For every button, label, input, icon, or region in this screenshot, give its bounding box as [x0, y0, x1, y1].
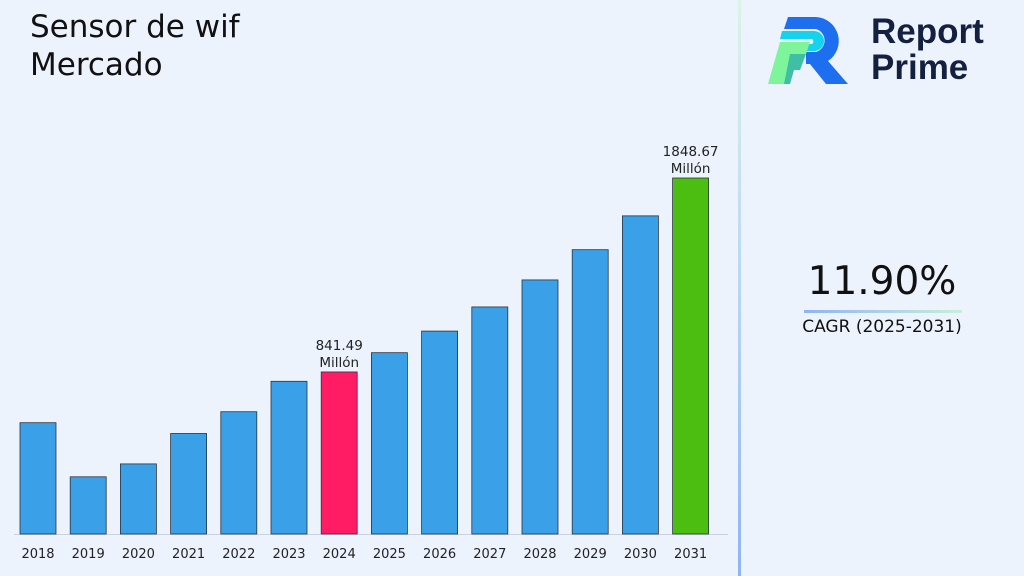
bar-2018 [19, 422, 57, 535]
x-tick-label: 2021 [172, 547, 205, 562]
data-label-2024: Millón [319, 355, 359, 371]
chart-title: Sensor de wif Mercado [30, 9, 240, 83]
x-tick-label: 2020 [122, 547, 155, 562]
divider [738, 0, 741, 576]
x-tick-label: 2023 [272, 547, 305, 562]
x-tick-label: 2025 [373, 547, 406, 562]
bar-2026 [421, 330, 459, 535]
x-tick-label: 2027 [473, 547, 506, 562]
bar-2025 [370, 352, 408, 535]
x-tick-label: 2030 [624, 547, 657, 562]
logo-mark-icon [768, 17, 848, 84]
bar-2028 [521, 279, 559, 535]
bar-2020 [120, 463, 157, 535]
bar-2030 [622, 215, 659, 535]
bar-2031 [672, 177, 709, 535]
bar-2022 [220, 411, 258, 535]
bar-2023 [270, 380, 308, 535]
x-tick-label: 2031 [674, 547, 707, 562]
x-tick-label: 2028 [523, 547, 556, 562]
logo-text: Report Prime [871, 12, 984, 87]
bar-2021 [170, 433, 208, 535]
data-label-2024: 841.49 [316, 338, 363, 354]
x-tick-label: 2019 [72, 547, 105, 562]
x-tick-label: 2022 [222, 547, 255, 562]
data-label-2031: Millón [671, 161, 711, 177]
cagr-underline [804, 310, 962, 313]
cagr-value: 11.90% [807, 259, 957, 304]
bar-2019 [69, 476, 107, 535]
report-prime-logo: Report Prime [766, 14, 1016, 90]
bar-chart: 2018 2019 2020 2021 2022 2023 2024841.49Millón… [14, 144, 728, 562]
bar-2024 [320, 371, 358, 535]
x-tick-label: 2018 [21, 547, 54, 562]
data-label-2031: 1848.67 [663, 144, 719, 160]
cagr-label: CAGR (2025-2031) [802, 317, 962, 337]
x-tick-label: 2026 [423, 547, 456, 562]
bar-2029 [571, 249, 609, 535]
x-tick-label: 2029 [574, 547, 607, 562]
x-tick-label: 2024 [323, 547, 356, 562]
bar-2027 [471, 306, 509, 535]
cagr-panel: 11.90% CAGR (2025-2031) [790, 258, 974, 337]
